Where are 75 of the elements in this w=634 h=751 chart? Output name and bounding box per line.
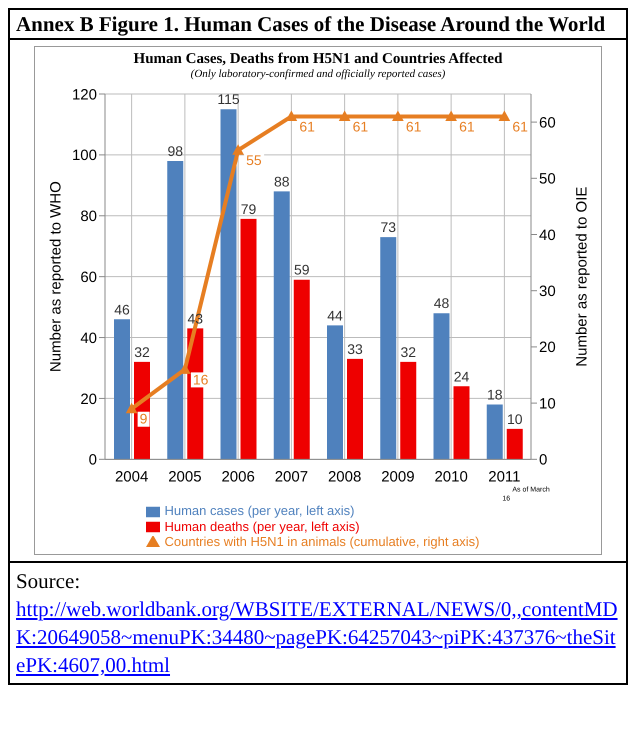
x-tick-label: 2010 [434,468,468,486]
data-label: 61 [459,118,475,134]
bar [240,218,256,460]
data-label: 46 [114,301,130,318]
x-tick-label: 2005 [168,468,202,486]
point [446,110,457,121]
data-label: 59 [294,262,310,278]
bar [400,362,416,460]
y2-tick-label: 10 [539,395,556,412]
point [339,110,350,121]
x-tick-label: 2004 [114,468,148,486]
point [392,110,404,121]
bar [454,386,470,460]
bar [294,280,310,460]
legend-label: Countries with H5N1 in animals (cumulative, right axis) [164,534,480,550]
legend-label: Human deaths (per year, left axis) [164,518,360,534]
data-label: 33 [347,340,363,357]
x-tick-label: 2008 [328,468,362,486]
data-label: 61 [299,118,316,134]
data-label: 32 [134,344,150,360]
data-label: 24 [454,368,470,384]
y2-tick-label: 50 [539,170,556,188]
text: http://web.worldbank.org/WBSITE/EXTERNAL/NEWS/0,,contentMDK:20649058~menuPK:34480~pagePK:64257043~piPK:437376~theSitePK:4607,00.html [16,596,619,679]
x-tick-label: 2011 [488,468,521,486]
data-label: 48 [434,295,450,312]
y-tick-label: 20 [80,390,97,408]
y2-axis-title: Number as reported to OIE [573,186,590,367]
chart-subtitle: (Only laboratory-confirmed and officially reported cases) [190,68,446,80]
y-tick-label: 40 [80,330,97,347]
bar [380,237,396,460]
y-axis-title: Number as reported to WHO [47,181,64,372]
bar [486,404,503,460]
chart-title: Human Cases, Deaths from H5N1 and Countries Affected [132,51,504,68]
y2-tick-label: 20 [539,339,556,356]
y-tick-label: 0 [88,452,97,469]
y2-tick-label: 60 [539,114,556,132]
bar [274,191,290,460]
bar [220,109,236,460]
x-tick-label: 2009 [381,468,415,486]
data-label: 61 [352,118,368,134]
data-label: 44 [327,307,343,324]
x-tick-label: 2007 [274,468,308,486]
data-label: 18 [486,386,503,403]
data-label: 16 [192,371,209,388]
bar [167,160,184,460]
data-label: 55 [246,152,262,168]
bar [114,319,130,460]
point [232,144,244,155]
y-tick-label: 60 [80,268,97,286]
y-tick-label: 120 [72,86,97,104]
point [498,110,510,121]
data-label: 115 [217,91,240,108]
bar [434,313,450,460]
y-tick-label: 80 [80,208,97,226]
y2-tick-label: 40 [539,226,556,244]
source-note: Source: [16,568,82,595]
data-label: 32 [400,344,416,360]
data-label: 61 [512,118,528,134]
point [126,403,138,414]
data-label: 61 [406,118,422,134]
data-label: 9 [140,410,148,427]
data-label: 98 [167,142,184,159]
x-tick-label: 2006 [221,468,255,486]
data-label: 79 [240,200,256,217]
y-tick-label: 100 [72,147,97,164]
y2-tick-label: 0 [539,452,548,469]
bar [347,358,363,460]
data-label: 10 [506,410,523,427]
data-label: 88 [274,173,290,190]
data-label: 73 [380,219,396,236]
text: Annex B Figure 1. Human Cases of the Disease Around the World [10,10,626,40]
bar [506,428,523,460]
bar [327,325,343,460]
y2-tick-label: 30 [539,283,556,300]
legend-label: Human cases (per year, left axis) [164,503,355,518]
